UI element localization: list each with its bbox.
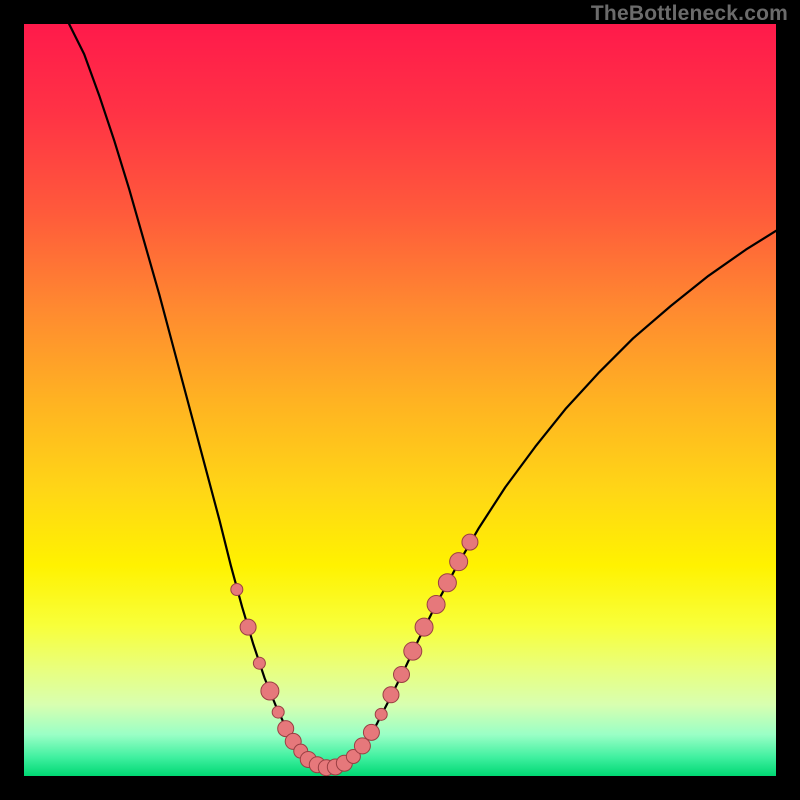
- data-marker: [363, 724, 379, 740]
- data-marker: [462, 534, 478, 550]
- data-marker: [375, 708, 387, 720]
- data-marker: [383, 687, 399, 703]
- data-marker: [253, 657, 265, 669]
- data-marker: [261, 682, 279, 700]
- data-marker: [427, 596, 445, 614]
- data-marker: [415, 618, 433, 636]
- watermark-text: TheBottleneck.com: [591, 2, 788, 26]
- data-marker: [438, 574, 456, 592]
- data-marker: [394, 666, 410, 682]
- data-marker: [272, 706, 284, 718]
- chart-svg: [24, 24, 776, 776]
- data-marker: [231, 584, 243, 596]
- data-marker: [450, 553, 468, 571]
- data-marker: [354, 738, 370, 754]
- data-marker: [404, 642, 422, 660]
- data-marker: [240, 619, 256, 635]
- gradient-background: [24, 24, 776, 776]
- outer-frame: TheBottleneck.com: [0, 0, 800, 800]
- plot-area: [24, 24, 776, 776]
